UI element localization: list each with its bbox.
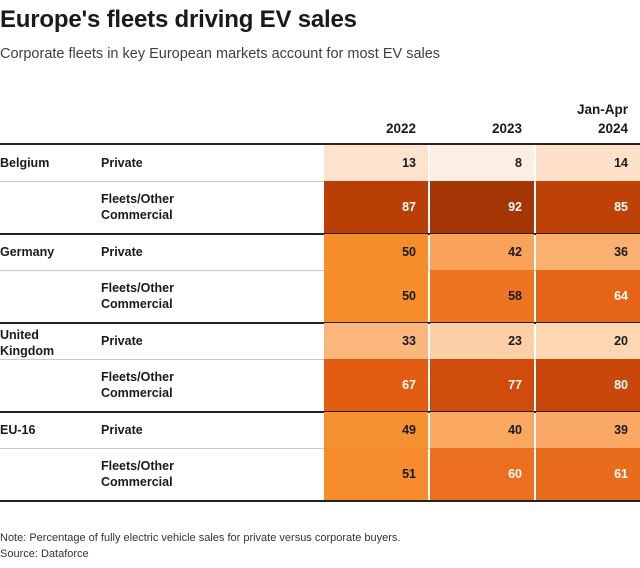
group-divider [0,500,640,502]
country-label-line: Germany [0,245,55,259]
column-header: 2023 [491,121,522,136]
value-cell: 33 [324,323,428,359]
chart-subtitle: Corporate fleets in key European markets… [0,46,441,62]
buyer-label: Private [101,333,143,349]
value-cell: 20 [536,323,640,359]
buyer-label-line: Commercial [101,386,173,400]
value-cell: 77 [430,359,534,411]
buyer-label: Private [101,422,143,438]
value-cell: 49 [324,412,428,448]
value-cell: 14 [536,145,640,181]
value-cell: 23 [430,323,534,359]
country-label: Belgium [0,155,49,171]
value-cell: 92 [430,181,534,233]
value-cell: 42 [430,234,534,270]
row-divider [0,448,640,449]
country-label-line: EU-16 [0,423,36,437]
column-header: 2024 [597,121,628,136]
value-cell: 60 [430,448,534,500]
country-label: United Kingdom [0,327,54,359]
country-label: EU-16 [0,422,35,438]
group-divider [0,322,640,324]
country-label-line: Belgium [0,156,50,170]
buyer-label-line: Fleets/Other [101,459,174,473]
value-cell: 50 [324,234,428,270]
column-header: 2022 [385,121,416,136]
buyer-label-line: Commercial [101,208,173,222]
value-cell: 85 [536,181,640,233]
table-top-rule [0,143,640,145]
buyer-label: Fleets/Other Commercial [101,280,174,312]
source-text: Source: Dataforce [0,548,89,560]
group-divider [0,233,640,235]
buyer-label: Private [101,155,143,171]
group-divider [0,411,640,413]
buyer-label-line: Private [101,245,143,259]
row-divider [0,359,640,360]
value-cell: 51 [324,448,428,500]
value-cell: 8 [430,145,534,181]
column-header-line1: Jan-Apr [576,102,628,117]
country-label: Germany [0,244,54,260]
buyer-label-line: Private [101,156,143,170]
value-cell: 13 [324,145,428,181]
value-cell: 39 [536,412,640,448]
chart-title: Europe's fleets driving EV sales [0,6,357,33]
value-cell: 80 [536,359,640,411]
value-cell: 67 [324,359,428,411]
value-cell: 40 [430,412,534,448]
buyer-label: Fleets/Other Commercial [101,458,174,490]
buyer-label-line: Fleets/Other [101,192,174,206]
buyer-label: Private [101,244,143,260]
value-cell: 36 [536,234,640,270]
row-divider [0,181,640,182]
buyer-label-line: Fleets/Other [101,281,174,295]
row-divider [0,270,640,271]
buyer-label-line: Private [101,423,143,437]
buyer-label-line: Commercial [101,297,173,311]
country-label-line: United [0,328,39,342]
note-text: Note: Percentage of fully electric vehic… [0,532,401,544]
value-cell: 58 [430,270,534,322]
buyer-label-line: Commercial [101,475,173,489]
value-cell: 50 [324,270,428,322]
value-cell: 64 [536,270,640,322]
buyer-label: Fleets/Other Commercial [101,191,174,223]
buyer-label-line: Private [101,334,143,348]
value-cell: 61 [536,448,640,500]
buyer-label: Fleets/Other Commercial [101,369,174,401]
country-label-line: Kingdom [0,344,55,358]
value-cell: 87 [324,181,428,233]
buyer-label-line: Fleets/Other [101,370,174,384]
